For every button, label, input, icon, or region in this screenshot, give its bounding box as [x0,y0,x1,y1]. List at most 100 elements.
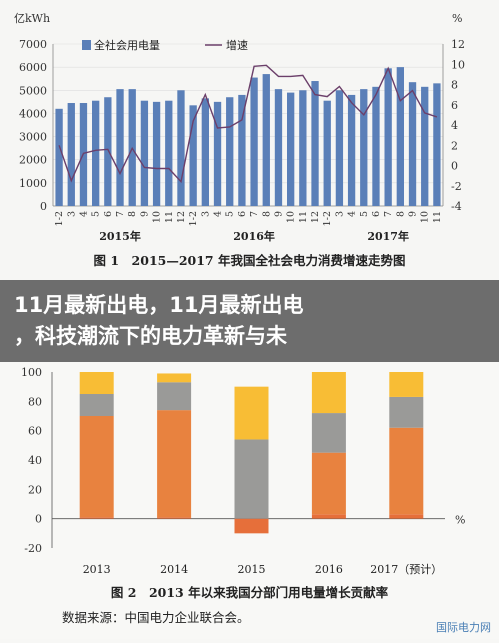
legend-bar-label: 全社会用电量 [94,38,160,52]
stacked-bar-segment [311,413,346,453]
y-tick-label: 6000 [19,61,47,74]
y2-tick-label: 10 [451,58,465,71]
stacked-bar-segment [311,514,346,519]
stacked-bar-segment [157,382,192,411]
consumption-bar [347,94,356,206]
consumption-bar [67,103,75,206]
consumption-bar [274,89,283,206]
y-tick-label: 7000 [19,38,47,51]
y-tick-label: 20 [28,483,42,496]
x-tick-label: 3 [66,211,77,217]
consumption-bar [299,90,307,206]
consumption-bar [335,90,344,206]
x-tick-label: 9 [273,211,284,217]
consumption-bar [152,101,161,206]
x-tick-label: 2014 [160,563,188,576]
consumption-bar [311,81,319,206]
stacked-bar-segment [157,410,192,518]
x-tick-label: 9 [139,211,150,217]
stacked-bar-segment [157,373,192,383]
y2-tick-label: 6 [451,99,458,112]
consumption-bar [250,77,258,206]
y2-tick-label: 4 [451,119,458,132]
consumption-bar [238,94,246,206]
y-tick-label: 100 [21,366,42,379]
data-source: 数据来源：中国电力企业联合会。 [62,610,250,625]
x-tick-label: 6 [371,211,382,217]
x-tick-label: 2015 [238,563,266,576]
x-tick-label: 9 [408,211,419,217]
right-axis-unit: % [452,12,462,25]
x-tick-label: 6 [103,211,114,217]
x-tick-label: 8 [395,211,406,217]
stacked-bar-segment [234,386,269,440]
x-tick-label: 4 [78,211,89,217]
watermark-logo: 国际电力网 [436,621,491,634]
x-tick-label: 6 [237,211,248,217]
x-tick-label: 2016 [315,563,343,576]
figure-1-caption: 图 1 2015—2017 年我国全社会电力消费增速走势图 [93,253,406,268]
x-tick-label: 8 [127,211,138,217]
x-tick-label: 2013 [83,563,111,576]
stacked-bar-segment [389,514,424,519]
stacked-bar-segment [311,452,346,515]
year-label: 2015年 [99,229,141,243]
y2-tick-label: -2 [451,180,462,193]
banner-line-2: ，科技潮流下的电力革新与未 [14,324,287,348]
chart-2-contribution-rate: -20 0 20 40 60 80 100% 2013 2014 2015 2016 2017（预计） [21,366,465,576]
y-tick-label: 80 [28,395,42,408]
y-tick-label: 0 [40,200,47,213]
x-tick-label: 11 [432,211,443,223]
consumption-bar [372,86,380,206]
consumption-bar [384,68,392,206]
left-axis-unit: 亿kWh [14,12,50,25]
y-tick-label: 5000 [19,84,47,97]
consumption-bar [189,105,197,206]
x-tick-label: 7 [383,211,394,217]
stacked-bar-segment [79,372,114,394]
title-banner: 11月最新出电，11月最新出电 ，科技潮流下的电力革新与未 [0,280,499,362]
stacked-bar-segment [234,439,269,519]
consumption-bar [177,90,185,206]
stacked-bar-segment [79,416,114,518]
figure-1: 亿kWh% 0 1000 2000 3000 4000 5000 6000 7000 -4 -2 0 2… [0,0,499,280]
consumption-bar [323,100,331,206]
consumption-bar [55,108,63,206]
year-label: 2016年 [233,229,275,243]
y2-tick-label: 12 [451,38,465,51]
x-tick-label: 12 [176,211,187,223]
x-tick-label: 4 [347,211,358,217]
year-label: 2017年 [367,229,409,243]
y2-tick-label: 2 [451,139,458,152]
x-tick-label: 1-2 [54,211,65,226]
x-tick-label: 4 [213,211,224,217]
x-tick-label: 11 [164,211,175,223]
consumption-bar [360,89,368,206]
stacked-bar-segment [389,372,424,397]
stacked-bar-segment [79,394,114,416]
consumption-bar [226,97,234,206]
y-tick-label: 3000 [19,131,47,144]
x-tick-label: 5 [91,211,102,217]
chart-1-electricity-consumption: 亿kWh % 0 1000 2000 3000 4000 5000 6000 7000 -4 -2 0 2… [14,12,465,243]
unit-label: % [455,514,465,527]
stacked-bar-segment [311,372,346,414]
y-tick-label: 2000 [19,154,47,167]
stacked-bar-segment [234,518,269,534]
stacked-bar-segment [389,396,424,428]
consumption-bar [421,86,429,206]
x-tick-label: 10 [152,211,163,223]
y2-tick-label: 8 [451,79,458,92]
figure-2: -20 0 20 40 60 80 100% 2013 2014 2015 2016 2017（预计）… [0,362,499,639]
consumption-bar [396,67,404,207]
x-tick-label: 2017（预计） [370,563,442,576]
y-tick-label: 1000 [19,177,47,190]
stacked-bar-segment [157,517,192,519]
x-tick-label: 1-2 [322,211,333,226]
x-tick-label: 5 [359,211,370,217]
x-tick-label: 3 [334,211,345,217]
consumption-bar [408,82,417,206]
stacked-bar-segment [389,427,424,515]
consumption-bar [262,74,270,206]
consumption-bar [140,100,149,206]
